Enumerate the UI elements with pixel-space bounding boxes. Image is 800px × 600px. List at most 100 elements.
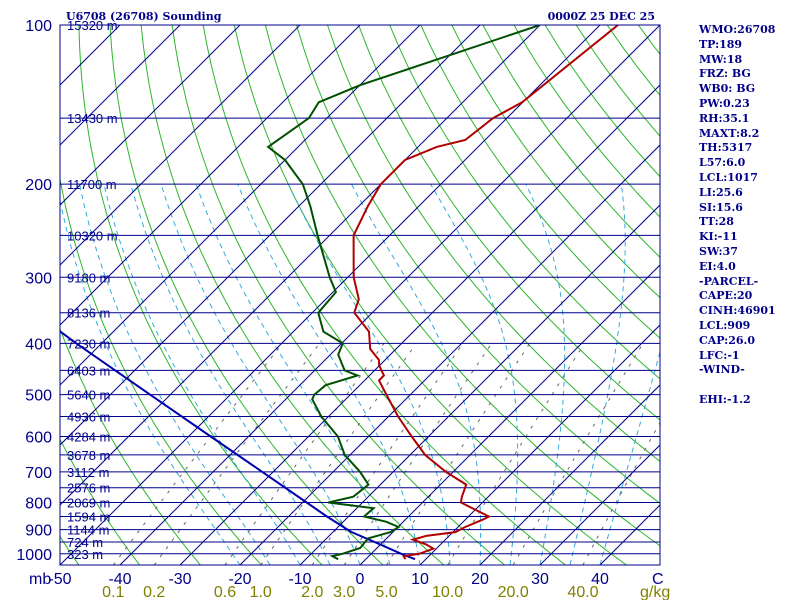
sounding-index-item: EI:4.0 (699, 259, 736, 273)
sounding-index-item: SW:37 (699, 244, 738, 258)
mixing-ratio-axis-labels: 0.1 0.2 0.6 1.0 2.0 3.0 5.0 10.0 20.0 40.0 (102, 584, 598, 600)
isotherm-line (60, 25, 61, 26)
temperature-tick-label: -20 (228, 571, 251, 588)
height-label: 9180 m (67, 270, 110, 285)
dry-adiabat-line (389, 25, 660, 380)
isotherm-line (60, 25, 241, 206)
height-label: 3112 m (67, 465, 109, 480)
pressure-tick-label: 200 (25, 177, 52, 194)
mixing-ratio-line (153, 343, 320, 565)
mixing-ratio-tick-label: 20.0 (498, 584, 529, 600)
moist-adiabat-line (525, 183, 566, 565)
plot-frame (59, 24, 661, 566)
sounding-index-item: EHI:-1.2 (699, 392, 751, 406)
isotherm-line (60, 25, 361, 326)
moist-adiabat-line (351, 183, 482, 565)
height-label: 2576 m (67, 481, 110, 496)
height-label: 3678 m (67, 448, 110, 463)
isotherm-line (60, 25, 601, 565)
pressure-unit-label: mb (29, 571, 51, 588)
moist-adiabat-line (195, 184, 391, 565)
sounding-index-item: KI:-11 (699, 230, 738, 244)
mixing-ratio-tick-label: 2.0 (301, 584, 323, 600)
height-label: 15320 m (67, 18, 118, 33)
isotherm-line (419, 324, 660, 565)
moist-adiabat-line (160, 184, 361, 565)
temperature-profile-line (352, 25, 619, 560)
mixing-ratio-tick-label: 0.6 (214, 584, 236, 600)
height-label: 4936 m (67, 410, 110, 425)
pressure-tick-label: 800 (25, 496, 52, 513)
moist-adiabat-line (288, 183, 451, 565)
moist-adiabat-line (103, 184, 301, 565)
mixing-ratio-tick-label: 1.0 (250, 584, 272, 600)
dry-adiabat-line (420, 25, 660, 339)
height-label: 8136 m (67, 306, 110, 321)
mixing-ratio-tick-label: 10.0 (432, 584, 463, 600)
height-label: 2069 m (67, 496, 110, 511)
mixing-ratio-tick-label: 3.0 (333, 584, 355, 600)
isotherm-line (479, 384, 660, 565)
sounding-index-item: FRZ: BG (699, 67, 751, 81)
mixing-ratio-unit-label: g/kg (640, 584, 670, 600)
dry-adiabat-line (296, 25, 660, 504)
isotherm-line (60, 25, 481, 446)
dry-adiabat-line (140, 25, 445, 565)
dry-adiabat-line (60, 176, 262, 565)
temperature-tick-label: -40 (108, 571, 131, 588)
temperature-tick-label: -10 (288, 571, 311, 588)
sounding-index-item: TH:5317 (699, 141, 753, 155)
sounding-index-item: -WIND- (699, 363, 745, 377)
height-label: 11700 m (67, 177, 117, 192)
moist-adiabats (60, 183, 660, 565)
dry-adiabat-line (78, 25, 323, 565)
mixing-ratio-line (311, 343, 464, 565)
sounding-index-item: L57:6.0 (699, 156, 746, 170)
dry-adiabat-line (202, 25, 566, 565)
height-label: 1144 m (67, 523, 109, 538)
pressure-axis-labels: 100 200 300 400 500 600 700 800 900 1000 (16, 18, 52, 564)
height-label: 5640 m (67, 388, 110, 403)
pressure-tick-label: 400 (25, 336, 52, 353)
sounding-index-item: TP:189 (699, 37, 743, 51)
moist-adiabat-line (569, 184, 626, 565)
sounding-index-item (699, 378, 799, 393)
pressure-tick-label: 700 (25, 465, 52, 482)
mixing-ratio-tick-label: 0.1 (102, 584, 124, 600)
temperature-tick-label: 20 (471, 571, 489, 588)
plot-background (60, 25, 660, 565)
mixing-ratio-lines (112, 343, 660, 565)
height-label: 323 m (67, 547, 103, 562)
moist-adiabat-line (130, 184, 331, 565)
height-label: 6403 m (67, 363, 110, 378)
temperature-axis-labels: -50 -40 -30 -20 -10 0 10 20 30 40 (48, 571, 609, 588)
sounding-index-item: LCL:909 (699, 318, 751, 332)
mixing-ratio-line (386, 343, 531, 565)
pressure-tick-label: 600 (25, 430, 52, 447)
sounding-index-item: CAP:26.0 (699, 333, 756, 347)
height-label: 4284 m (67, 430, 110, 445)
chart-title: U6708 (26708) Sounding (66, 10, 222, 23)
parcel-profile-line (60, 330, 416, 561)
height-label: 724 m (67, 535, 103, 550)
isotherm-line (239, 144, 660, 565)
sounding-index-item: LFC:-1 (699, 348, 740, 362)
mixing-ratio-tick-label: 5.0 (375, 584, 397, 600)
sounding-index-item: CAPE:20 (699, 289, 753, 303)
height-labels: 15320 m 13430 m 11700 m 10320 m 9180 m 8136 m… (67, 18, 118, 562)
sounding-index-item: SI:15.6 (699, 200, 743, 214)
dry-adiabat-line (171, 25, 506, 565)
mixing-ratio-line (260, 343, 417, 565)
temperature-tick-label: 0 (356, 571, 365, 588)
mixing-ratio-line (512, 343, 644, 565)
dry-adiabat-line (60, 327, 201, 565)
plot-area (60, 25, 660, 565)
sounding-index-item: MAXT:8.2 (699, 126, 760, 140)
mixing-ratio-tick-label: 40.0 (567, 584, 598, 600)
sounding-index-item: RH:35.1 (699, 111, 750, 125)
sounding-index-item: PW:0.23 (699, 96, 750, 110)
sounding-index-item: LI:25.6 (699, 185, 743, 199)
temperature-tick-label: -30 (168, 571, 191, 588)
moist-adiabat-line (430, 183, 519, 565)
